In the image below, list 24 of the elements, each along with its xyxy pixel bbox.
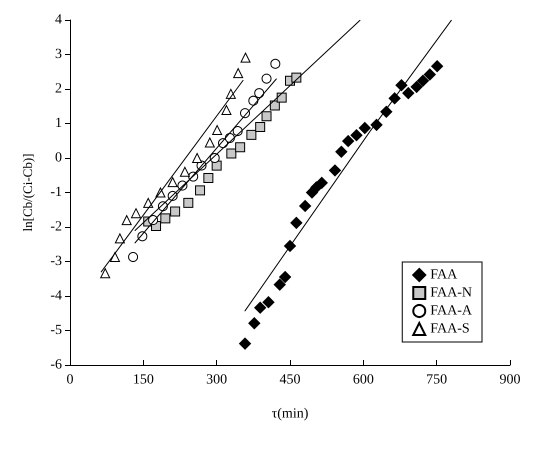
y-axis-title: ln[Cb/(Ci-Cb)]	[20, 154, 35, 232]
y-tick-label: 2	[55, 82, 62, 96]
y-tick-label: 4	[55, 12, 62, 28]
legend-label: FAA	[430, 268, 458, 282]
x-tick-label: 0	[66, 372, 74, 388]
y-tick-label: -6	[50, 358, 62, 372]
y-tick-label: -4	[50, 288, 62, 304]
x-tick-label: 600	[352, 372, 374, 388]
y-tick-label: -3	[50, 254, 62, 269]
y-tick-label: -5	[50, 323, 62, 338]
y-tick-label: -2	[50, 220, 62, 234]
y-tick-label: -1	[50, 185, 62, 200]
legend-label: FAA-A	[430, 304, 473, 318]
y-tick-label: 3	[55, 47, 62, 62]
x-tick-label: 150	[132, 372, 154, 388]
x-tick-label: 750	[426, 372, 448, 388]
y-tick-label: 0	[55, 150, 62, 166]
x-tick-label: 300	[206, 372, 228, 388]
legend-label: FAA-S	[430, 322, 470, 336]
x-tick-label: 450	[280, 372, 300, 388]
x-axis-title: τ(min)	[272, 406, 309, 422]
x-tick-label: 900	[500, 372, 520, 388]
legend-label: FAA-N	[430, 286, 472, 300]
y-tick-label: 1	[55, 116, 62, 131]
